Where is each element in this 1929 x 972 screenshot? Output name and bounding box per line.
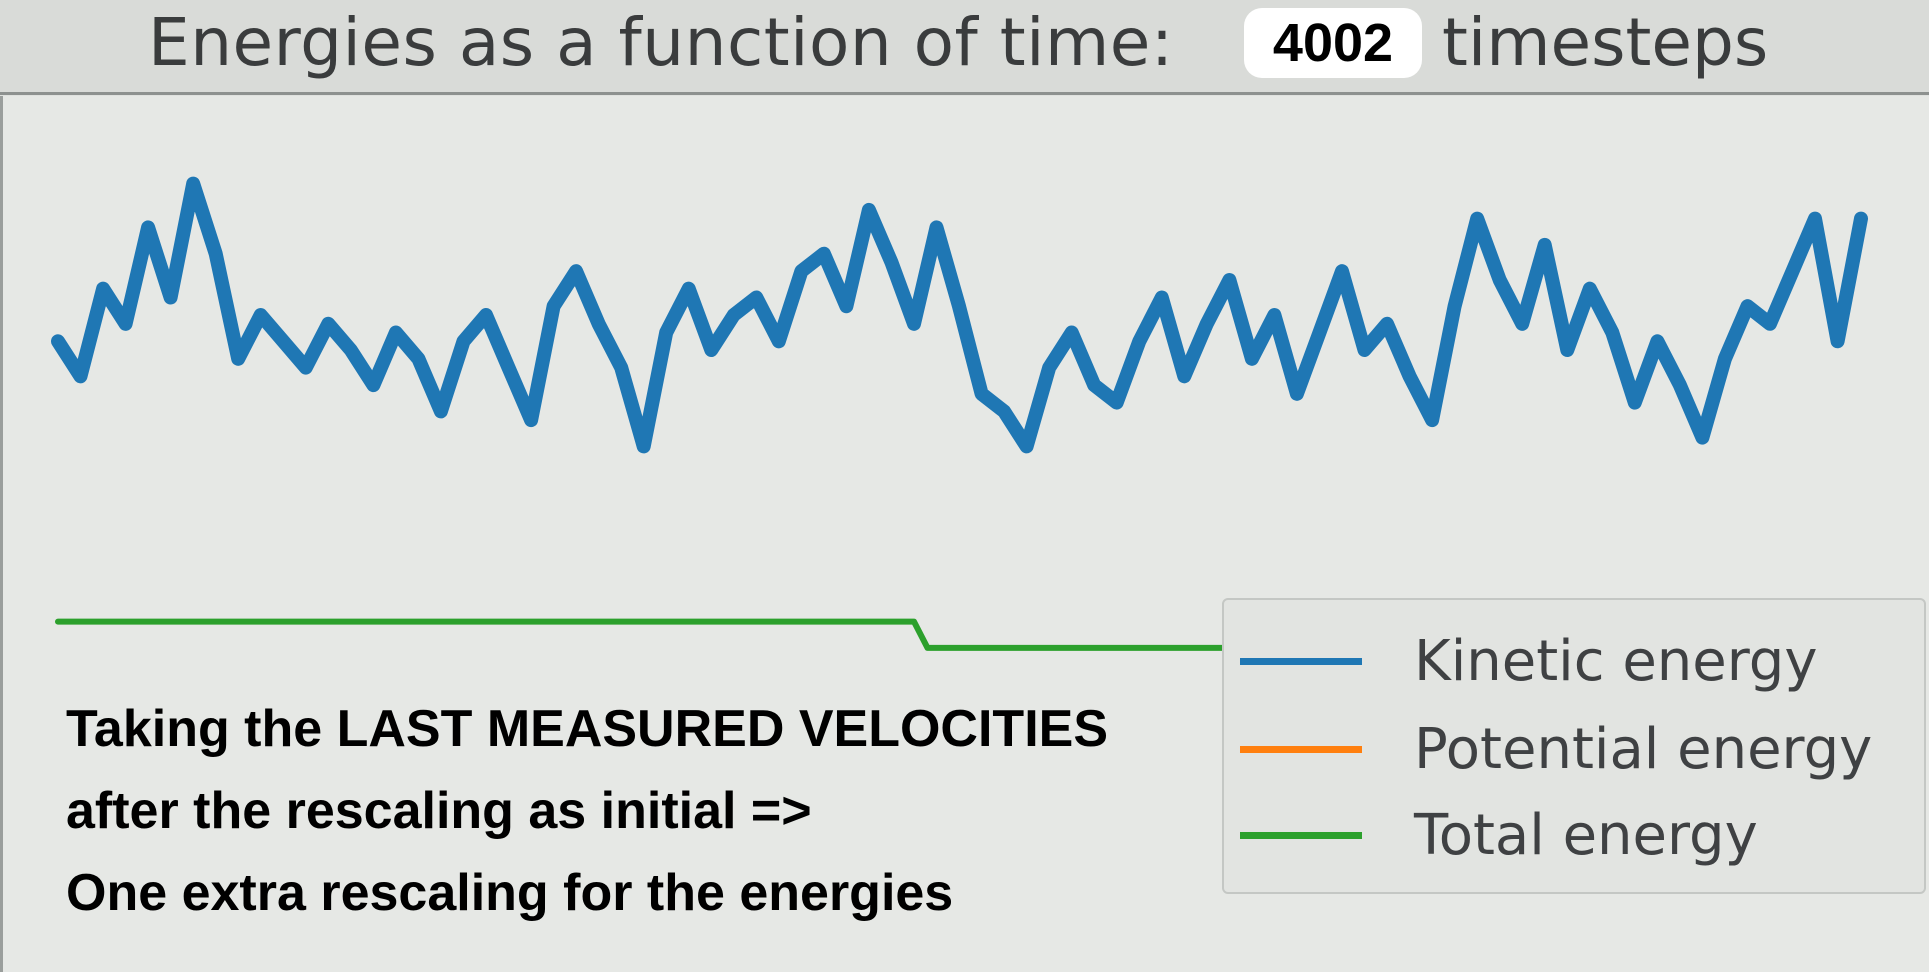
legend-swatch-total — [1240, 832, 1362, 839]
series-line-kinetic-energy — [51, 176, 1868, 454]
annotation-line-3: One extra rescaling for the energies — [66, 864, 954, 922]
chart-legend: Kinetic energy Potential energy Total en… — [1222, 598, 1926, 894]
legend-label-total: Total energy — [1414, 803, 1758, 868]
legend-label-potential: Potential energy — [1414, 717, 1873, 782]
legend-item-total: Total energy — [1224, 796, 1924, 876]
legend-swatch-kinetic — [1240, 658, 1362, 665]
chart-title-suffix: timesteps — [1442, 4, 1769, 81]
legend-label-kinetic: Kinetic energy — [1414, 629, 1818, 694]
chart-title-prefix: Energies as a function of time: — [148, 4, 1174, 81]
annotation-line-1: Taking the LAST MEASURED VELOCITIES — [66, 700, 1109, 758]
legend-item-potential: Potential energy — [1224, 710, 1924, 790]
chart-title-bar: Energies as a function of time: 4002 tim… — [0, 0, 1929, 95]
annotation-text: Taking the LAST MEASURED VELOCITIES afte… — [66, 688, 1226, 934]
timestep-count-badge: 4002 — [1244, 8, 1422, 78]
legend-item-kinetic: Kinetic energy — [1224, 622, 1924, 702]
legend-swatch-potential — [1240, 746, 1362, 753]
annotation-line-2: after the rescaling as initial => — [66, 782, 812, 840]
